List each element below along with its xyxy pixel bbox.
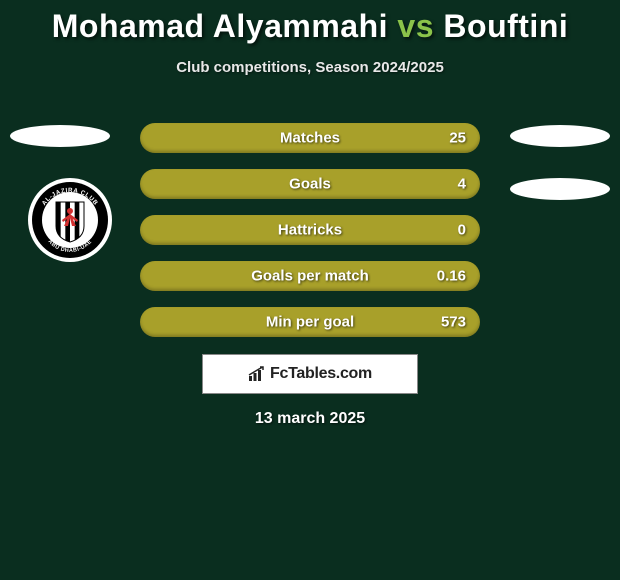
stat-value: 25 — [449, 130, 466, 147]
player2-name: Bouftini — [443, 8, 568, 44]
stat-bar-goals-per-match: Goals per match 0.16 — [140, 261, 480, 291]
placeholder-ellipse-left — [10, 125, 110, 147]
stat-value: 4 — [458, 176, 466, 193]
stat-value: 573 — [441, 314, 466, 331]
stat-bars: Matches 25 Goals 4 Hattricks 0 Goals per… — [140, 123, 480, 353]
stat-bar-hattricks: Hattricks 0 — [140, 215, 480, 245]
page-title: Mohamad Alyammahi vs Bouftini — [0, 0, 620, 45]
brand-label: FcTables.com — [270, 365, 372, 383]
stat-label: Hattricks — [278, 222, 342, 239]
vs-text: vs — [397, 8, 434, 44]
stat-label: Goals — [289, 176, 331, 193]
date-text: 13 march 2025 — [255, 410, 365, 428]
stat-bar-min-per-goal: Min per goal 573 — [140, 307, 480, 337]
stat-label: Goals per match — [251, 268, 369, 285]
stat-value: 0 — [458, 222, 466, 239]
stat-value: 0.16 — [437, 268, 466, 285]
stat-label: Matches — [280, 130, 340, 147]
stat-bar-matches: Matches 25 — [140, 123, 480, 153]
player1-name: Mohamad Alyammahi — [52, 8, 388, 44]
brand-text: FcTables.com — [248, 365, 372, 383]
chart-growth-icon — [248, 366, 266, 382]
subtitle: Club competitions, Season 2024/2025 — [0, 59, 620, 76]
club-badge-icon: AL-JAZIRA CLUB ABU DHABI-UAE — [28, 178, 112, 262]
stat-bar-goals: Goals 4 — [140, 169, 480, 199]
brand-box: FcTables.com — [202, 354, 418, 394]
placeholder-ellipse-right-1 — [510, 125, 610, 147]
placeholder-ellipse-right-2 — [510, 178, 610, 200]
stat-label: Min per goal — [266, 314, 354, 331]
